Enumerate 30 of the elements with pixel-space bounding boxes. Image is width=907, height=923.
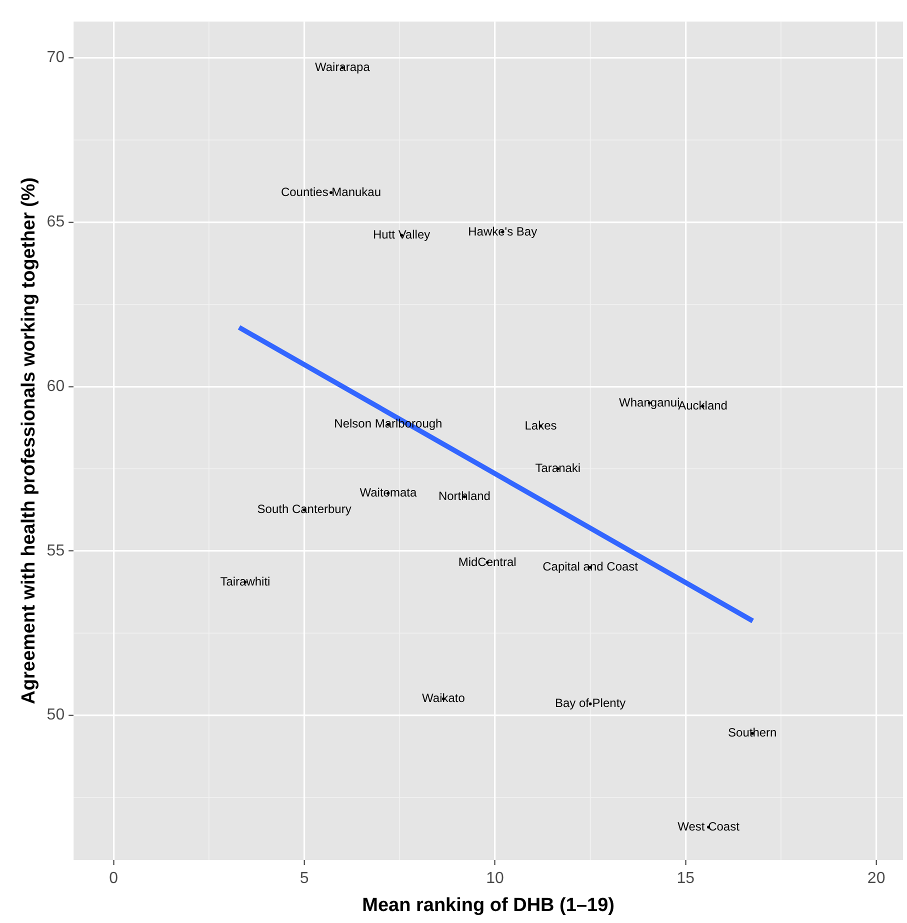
data-label: MidCentral [458, 554, 516, 569]
data-label: Capital and Coast [542, 560, 639, 574]
data-label: Waikato [422, 691, 466, 706]
data-label: Counties Manukau [280, 184, 382, 199]
y-tick-label: 50 [46, 706, 65, 724]
data-label: Lakes [524, 418, 557, 432]
point [330, 191, 332, 194]
data-label: Waitemata [360, 486, 417, 500]
y-tick-label: 65 [46, 214, 65, 231]
data-label: Taranaki [535, 461, 581, 476]
x-tick-label: 0 [109, 870, 118, 888]
data-label: Southern [728, 726, 777, 740]
data-label: Wairarapa [314, 60, 370, 74]
y-axis-title: Agreement with health professionals working together (%) [18, 177, 40, 704]
x-tick-label: 20 [867, 870, 886, 888]
data-label: Hawke's Bay [468, 224, 538, 238]
data-label: Bay of Plenty [554, 696, 626, 710]
y-tick-label: 60 [46, 378, 65, 395]
x-tick-label: 15 [676, 870, 695, 888]
data-label: Northland [438, 489, 490, 504]
data-label: Tairawhiti [220, 574, 270, 588]
data-label: West Coast [678, 819, 740, 834]
x-tick-label: 10 [486, 870, 504, 888]
x-tick-label: 5 [300, 870, 309, 888]
data-label: South Canterbury [257, 502, 352, 516]
data-label: Hutt Valley [372, 228, 430, 242]
x-axis-title: Mean ranking of DHB (1–19) [362, 894, 614, 916]
data-label: Auckland [678, 398, 728, 413]
y-tick-label: 70 [46, 49, 65, 66]
y-tick-label: 55 [46, 542, 65, 560]
